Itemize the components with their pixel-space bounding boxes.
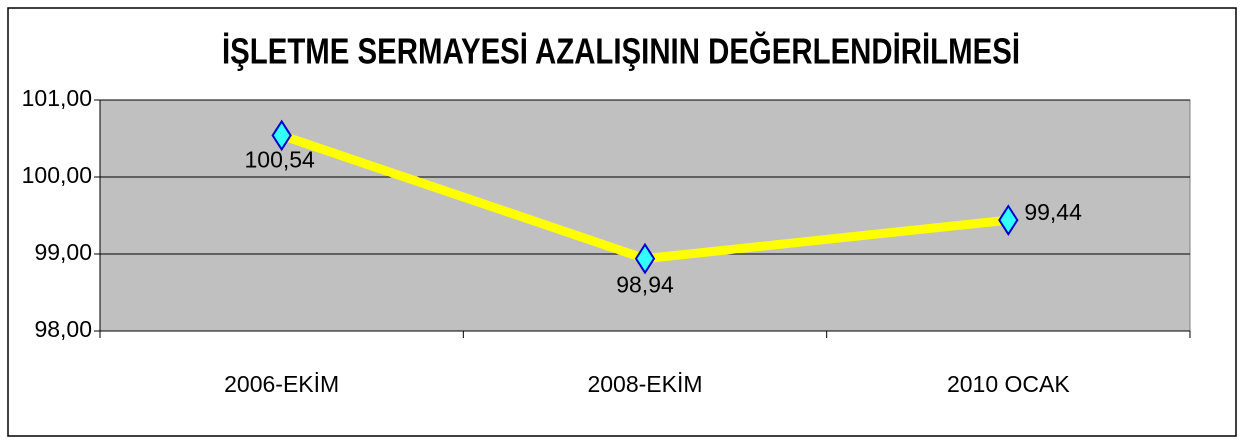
marker <box>634 242 656 275</box>
marker <box>271 119 292 152</box>
x-tick-label: 2010 OCAK <box>947 371 1070 397</box>
y-tick-label: 99,00 <box>34 239 92 265</box>
y-tick-label: 98,00 <box>34 316 92 342</box>
y-tick-label: 101,00 <box>22 85 92 111</box>
x-tick-label: 2006-EKİM <box>224 371 339 397</box>
y-tick-label: 100,00 <box>22 162 92 188</box>
data-label: 100,54 <box>244 146 315 172</box>
x-tick-label: 2008-EKİM <box>587 371 702 397</box>
marker <box>998 204 1019 236</box>
chart-title: İŞLETME SERMAYESİ AZALIŞININ DEĞERLENDİR… <box>222 31 1020 72</box>
data-label: 98,94 <box>616 272 674 298</box>
data-label: 99,44 <box>1024 199 1082 225</box>
